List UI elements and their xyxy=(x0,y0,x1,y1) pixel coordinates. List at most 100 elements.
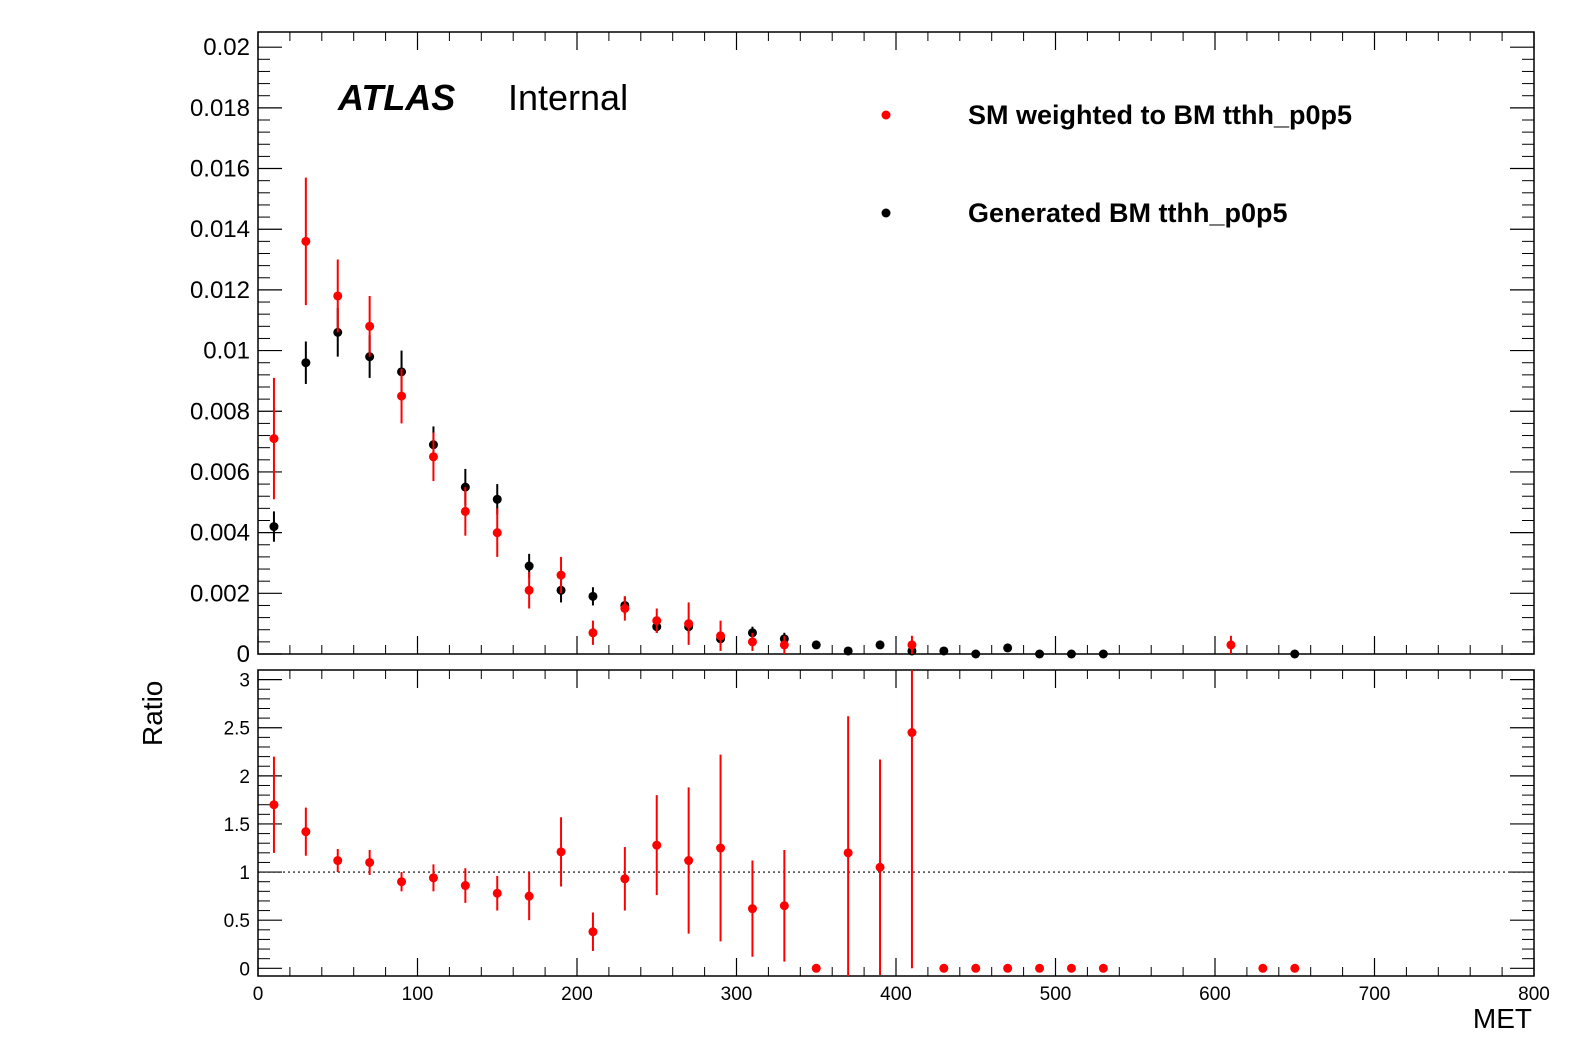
top-data-point xyxy=(460,506,470,516)
top-data-point xyxy=(620,603,630,613)
top-data-point xyxy=(524,561,534,571)
top-data-point xyxy=(397,391,407,401)
ratio-data-point xyxy=(588,927,598,937)
top-data-point xyxy=(588,628,598,638)
top-y-tick-label: 0.006 xyxy=(190,459,250,486)
top-y-tick-label: 0.008 xyxy=(190,398,250,425)
bottom-y-tick-label: 3 xyxy=(239,671,250,692)
top-data-point xyxy=(907,640,917,650)
top-data-point xyxy=(716,631,726,641)
top-y-tick-label: 0.01 xyxy=(203,338,250,365)
top-data-point xyxy=(524,585,534,595)
ratio-data-point xyxy=(875,862,885,872)
legend-marker-generated xyxy=(881,208,891,218)
ratio-data-point xyxy=(1066,963,1076,973)
top-data-point xyxy=(747,637,757,647)
atlas-label: ATLAS xyxy=(337,77,455,118)
x-tick-label: 400 xyxy=(880,984,912,1005)
x-tick-label: 100 xyxy=(402,984,434,1005)
ratio-data-point xyxy=(684,856,694,866)
top-data-point xyxy=(588,591,598,601)
bottom-y-tick-label: 0.5 xyxy=(224,911,250,932)
x-tick-label: 700 xyxy=(1359,984,1391,1005)
bottom-y-tick-label: 1 xyxy=(239,863,250,884)
top-data-point xyxy=(492,528,502,538)
y-axis-title-ratio: Ratio xyxy=(137,681,168,746)
ratio-data-point xyxy=(747,904,757,914)
top-y-tick-label: 0.016 xyxy=(190,156,250,183)
ratio-data-point xyxy=(971,963,981,973)
top-data-point xyxy=(1035,649,1045,659)
top-data-point xyxy=(333,291,343,301)
x-tick-label: 600 xyxy=(1199,984,1231,1005)
ratio-data-point xyxy=(620,874,630,884)
top-data-point xyxy=(492,494,502,504)
legend: SM weighted to BM tthh_p0p5 Generated BM… xyxy=(881,100,1352,228)
top-y-tick-label: 0.02 xyxy=(203,34,250,61)
legend-label-sm-weighted: SM weighted to BM tthh_p0p5 xyxy=(968,100,1352,130)
ratio-data-point xyxy=(556,847,566,857)
ratio-data-point xyxy=(1290,963,1300,973)
top-data-point xyxy=(811,640,821,650)
top-y-tick-label: 0.004 xyxy=(190,520,250,547)
top-data-point xyxy=(971,649,981,659)
ratio-data-point xyxy=(269,800,279,810)
bottom-data-marks xyxy=(269,670,1300,976)
ratio-data-point xyxy=(907,728,917,738)
ratio-data-point xyxy=(843,848,853,858)
ratio-data-point xyxy=(460,881,470,891)
top-axes: 0 0.002 0.004 0.006 0.008 0.01 0.012 0.014 0.016… xyxy=(190,34,1534,668)
bottom-y-tick-label: 2.5 xyxy=(224,719,250,740)
bottom-axes: 0 100 200 300 400 500 600 700 800 0 0.5 1 1.5 2 2.5 3 xyxy=(224,32,1550,1005)
ratio-data-point xyxy=(779,901,789,911)
ratio-data-point xyxy=(333,856,343,866)
bottom-y-tick-label: 1.5 xyxy=(224,815,250,836)
bottom-panel-frame xyxy=(257,669,1535,977)
ratio-data-point xyxy=(652,840,662,850)
top-data-marks xyxy=(269,177,1300,659)
ratio-data-point xyxy=(397,877,407,887)
top-data-point xyxy=(301,236,311,246)
top-data-point xyxy=(1066,649,1076,659)
top-data-point xyxy=(301,358,311,368)
x-tick-label: 0 xyxy=(253,984,264,1005)
ratio-data-point xyxy=(1003,963,1013,973)
ratio-data-point xyxy=(1035,963,1045,973)
legend-label-generated: Generated BM tthh_p0p5 xyxy=(968,198,1288,228)
top-data-point xyxy=(779,640,789,650)
x-tick-label: 500 xyxy=(1040,984,1072,1005)
x-tick-label: 200 xyxy=(561,984,593,1005)
top-y-tick-label: 0.018 xyxy=(190,95,250,122)
top-data-point xyxy=(1003,643,1013,653)
top-data-point xyxy=(939,646,949,656)
ratio-data-point xyxy=(492,888,502,898)
top-data-point xyxy=(428,452,438,462)
top-data-point xyxy=(875,640,885,650)
ratio-data-point xyxy=(1258,963,1268,973)
bottom-y-tick-label: 0 xyxy=(239,959,250,980)
top-data-point xyxy=(365,321,375,331)
ratio-data-point xyxy=(1098,963,1108,973)
top-data-point xyxy=(1226,640,1236,650)
ratio-data-point xyxy=(524,891,534,901)
x-tick-label: 300 xyxy=(721,984,753,1005)
ratio-data-point xyxy=(365,857,375,867)
legend-marker-sm-weighted xyxy=(881,110,891,120)
top-data-point xyxy=(652,616,662,626)
top-data-point xyxy=(556,570,566,580)
top-data-point xyxy=(269,434,279,444)
ratio-data-point xyxy=(716,843,726,853)
internal-label: Internal xyxy=(508,77,628,118)
x-axis-title-met: MET xyxy=(1473,1003,1532,1034)
top-data-point xyxy=(269,522,279,532)
ratio-data-point xyxy=(939,963,949,973)
top-y-tick-label: 0.014 xyxy=(190,216,250,243)
top-data-point xyxy=(843,646,853,656)
ratio-data-point xyxy=(811,963,821,973)
top-y-tick-label: 0.012 xyxy=(190,277,250,304)
top-y-tick-label: 0.002 xyxy=(190,580,250,607)
bottom-y-tick-label: 2 xyxy=(239,767,250,788)
top-data-point xyxy=(684,619,694,629)
x-tick-label: 800 xyxy=(1518,984,1550,1005)
